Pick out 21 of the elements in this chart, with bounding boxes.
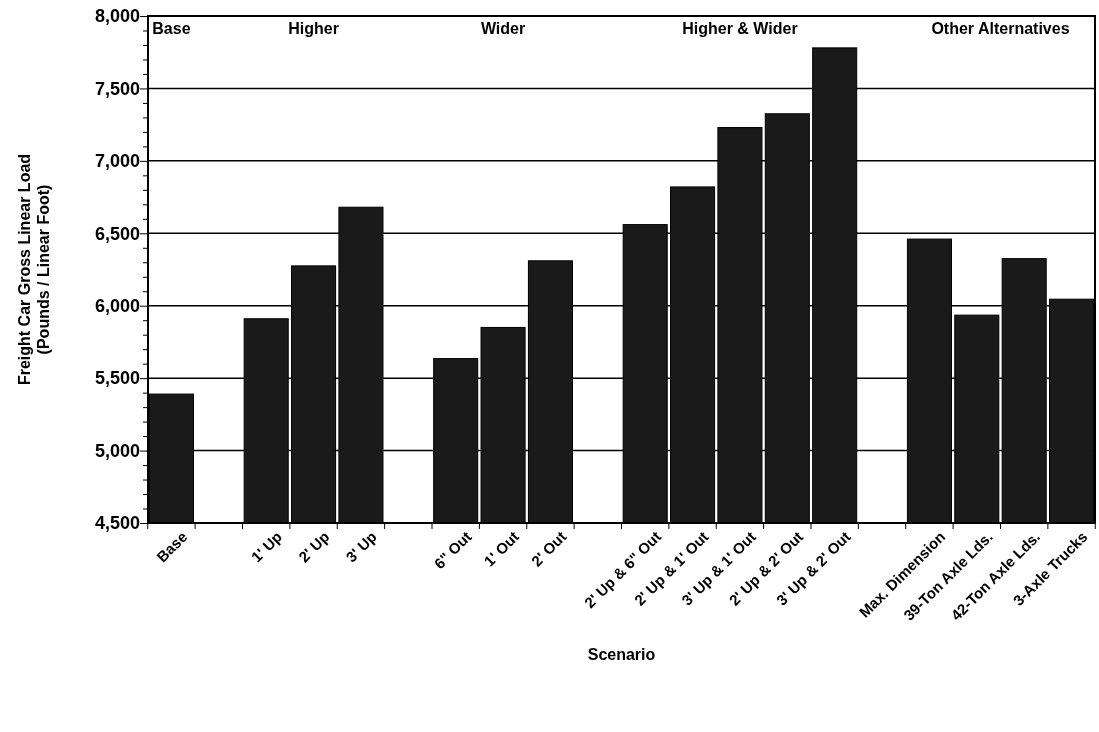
annotation: Wider — [480, 19, 526, 37]
y-tick-label: 5,500 — [94, 368, 140, 389]
annotation: Base — [152, 19, 191, 37]
y-tick-label: 5,000 — [94, 440, 140, 461]
annotation: Other Alternatives — [931, 19, 1070, 37]
y-tick-label: 7,500 — [94, 78, 140, 99]
y-tick-label: 6,500 — [94, 223, 140, 244]
x-tick-label: 3' Up — [342, 527, 380, 566]
y-tick-label: 7,000 — [94, 151, 140, 172]
annotation: Higher & Wider — [682, 19, 798, 37]
x-tick-label: 1' Out — [480, 527, 523, 570]
y-tick-label: 6,000 — [94, 295, 140, 316]
y-tick-label: 8,000 — [94, 6, 140, 27]
annotation: Higher — [288, 19, 339, 37]
y-axis-title: Freight Car Gross Linear Load (Pounds / Linear Foot) — [16, 153, 53, 386]
x-tick-label: 2' Up — [295, 527, 333, 566]
x-tick-label: 6" Out — [430, 527, 475, 573]
y-tick-label: 4,500 — [94, 513, 140, 534]
x-tick-label: 1' Up — [247, 527, 286, 566]
x-axis-title: Scenario — [587, 646, 656, 663]
x-tick-label: 2' Out — [527, 527, 570, 570]
